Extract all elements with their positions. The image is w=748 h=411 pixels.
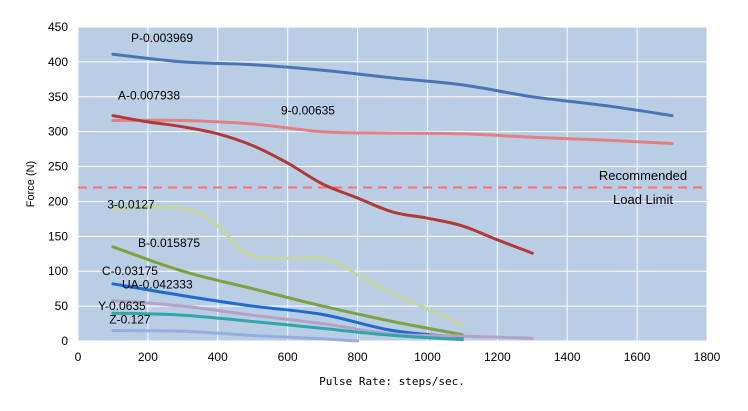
series-line-b-0-015875: [111, 245, 464, 337]
x-tick-label: 1400: [554, 350, 581, 364]
x-tick-label: 600: [278, 350, 298, 364]
x-tick-label: 1600: [624, 350, 651, 364]
reference-line-group: Recommended Load Limit: [78, 168, 707, 207]
series-line-p-0-003969: [111, 52, 674, 118]
y-tick-label: 50: [55, 299, 69, 313]
x-tick-label: 1200: [484, 350, 511, 364]
y-axis-ticks: 0 50 100 150 200 250 300 350 400 450: [48, 20, 68, 348]
y-tick-label: 150: [48, 229, 68, 243]
y-tick-label: 250: [48, 160, 68, 174]
series-labels: P-0.003969 9-0.00635 A-0.007938 3-0.0127 B-0…: [98, 31, 335, 326]
x-tick-label: 200: [138, 350, 158, 364]
y-tick-label: 100: [48, 264, 68, 278]
x-tick-label: 400: [208, 350, 228, 364]
series-line-9-0-00635: [111, 118, 674, 145]
series-label: B-0.015875: [138, 236, 200, 250]
x-tick-label: 1800: [694, 350, 721, 364]
series-label: A-0.007938: [118, 89, 180, 103]
series-group: [111, 52, 674, 343]
x-tick-label: 800: [348, 350, 368, 364]
y-tick-label: 200: [48, 194, 68, 208]
series-line-c-0-03175: [111, 282, 464, 339]
series-label: Z-0.127: [109, 313, 151, 327]
x-tick-label: 1000: [414, 350, 441, 364]
series-label: P-0.003969: [131, 31, 193, 45]
y-axis-title: Force (N): [25, 161, 37, 207]
series-label: UA-0.042333: [122, 278, 193, 292]
x-axis-ticks: 0 200 400 600 800 1000 1200 1400 1600 1800: [75, 350, 721, 364]
series-line-y-0-0635: [111, 311, 464, 342]
reference-label-line2: Load Limit: [613, 192, 673, 207]
series-label: C-0.03175: [102, 264, 158, 278]
y-tick-label: 300: [48, 125, 68, 139]
series-label: 9-0.00635: [281, 104, 335, 118]
x-axis-title: Pulse Rate: steps/sec.: [319, 375, 465, 388]
y-tick-label: 450: [48, 20, 68, 34]
x-tick-label: 0: [75, 350, 82, 364]
series-line-z-0-127: [111, 329, 360, 343]
series-label: Y-0.0635: [98, 299, 146, 313]
y-tick-label: 0: [61, 334, 68, 348]
y-tick-label: 400: [48, 55, 68, 69]
series-line-ua-0-042333: [111, 299, 534, 340]
reference-label-line1: Recommended: [599, 168, 687, 183]
series-line-a-0-007938: [111, 114, 534, 255]
y-tick-label: 350: [48, 90, 68, 104]
series-line-3-0-0127: [111, 205, 464, 327]
series-label: 3-0.0127: [107, 197, 155, 211]
